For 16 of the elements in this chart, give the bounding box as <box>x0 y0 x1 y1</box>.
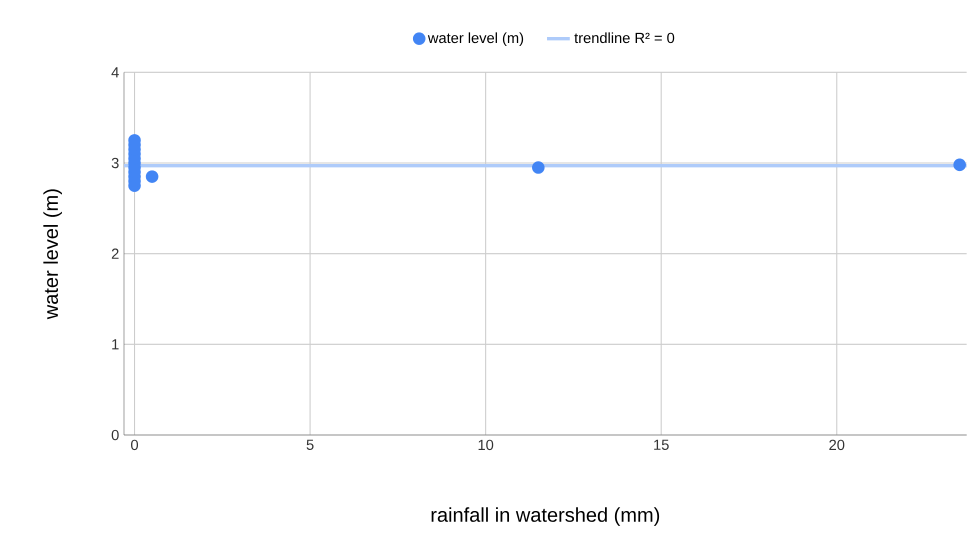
x-tick-label: 0 <box>131 440 138 450</box>
x-tick-label: 5 <box>306 440 314 450</box>
point <box>146 170 158 183</box>
x-axis-title: rainfall in watershed (mm) <box>432 507 660 526</box>
y-tick-label: 1 <box>112 339 119 350</box>
point <box>532 161 545 174</box>
y-tick-label: 2 <box>112 248 119 259</box>
y-tick-label: 4 <box>111 67 119 78</box>
legend-label: trendline R² = 0 <box>574 32 674 44</box>
y-tick-label: 3 <box>112 158 119 168</box>
y-axis-title: water level (m) <box>43 189 62 320</box>
x-tick-label: 10 <box>478 440 494 450</box>
y-tick-label: 0 <box>112 430 119 440</box>
x-tick-label: 15 <box>654 440 669 450</box>
legend-label: water level (m) <box>428 32 524 46</box>
x-tick-label: 20 <box>829 440 844 450</box>
